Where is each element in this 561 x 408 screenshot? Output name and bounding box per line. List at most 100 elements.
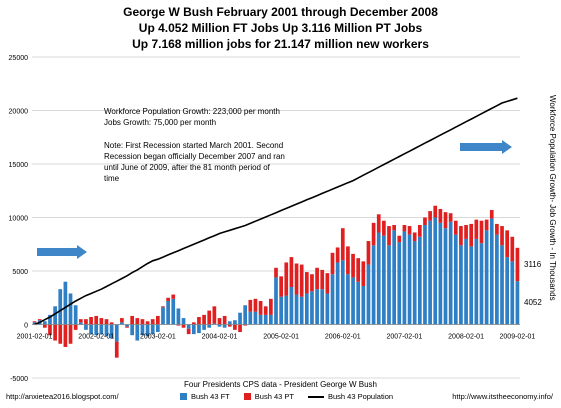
- ft-bar: [515, 281, 520, 325]
- ft-bar: [48, 314, 52, 325]
- pt-bar: [130, 315, 135, 325]
- x-tick-label: 2004-02-01: [202, 334, 238, 341]
- pt-bar: [140, 319, 145, 325]
- ft-bar: [130, 324, 135, 336]
- ft-bar: [186, 324, 191, 329]
- pt-bar: [191, 322, 196, 325]
- recession-note-line-1: Note: First Recession started March 2001…: [104, 141, 284, 150]
- ft-bar: [73, 305, 78, 325]
- x-tick-label: 2001-02-01: [17, 334, 53, 341]
- right-axis-label: Workforce Population Growth- Job Growth …: [548, 95, 557, 301]
- end-value-pt-label: 3116: [524, 260, 542, 269]
- x-tick-label: 2008-02-01: [448, 334, 484, 341]
- pt-bar: [269, 298, 273, 315]
- pt-bar: [346, 246, 350, 275]
- ft-bar: [443, 228, 448, 325]
- ft-bar: [284, 295, 289, 325]
- pt-bar: [433, 205, 438, 218]
- ft-bar: [89, 324, 93, 335]
- recession-note-line-3: until June of 2009, after the 81 month p…: [104, 163, 270, 172]
- ft-bar: [335, 262, 340, 325]
- chart-title-line-1: George W Bush February 2001 through Dece…: [123, 5, 438, 19]
- pt-bar: [125, 326, 129, 328]
- legend-swatch-population: [307, 395, 324, 398]
- ft-bar: [156, 324, 160, 332]
- ft-bar: [340, 260, 345, 325]
- ft-bar: [417, 236, 422, 325]
- x-tick-label: 2003-02-01: [140, 334, 176, 341]
- ft-bar: [325, 293, 330, 325]
- pt-bar: [294, 263, 299, 295]
- pt-bar: [227, 324, 232, 327]
- ft-bar: [94, 324, 99, 336]
- pt-bar: [412, 232, 417, 242]
- pt-bar: [443, 212, 448, 229]
- ft-bar: [125, 324, 129, 327]
- population-line: [34, 97, 518, 326]
- ft-bar: [114, 324, 119, 342]
- pt-bar: [197, 317, 201, 325]
- pt-bar: [84, 319, 88, 325]
- pt-bar: [299, 264, 304, 297]
- ft-bar: [217, 324, 222, 327]
- ft-bar: [366, 264, 371, 325]
- ft-bar: [32, 322, 37, 325]
- pt-bar: [315, 267, 319, 290]
- ft-bar: [428, 220, 432, 325]
- ft-bar: [438, 222, 443, 325]
- ft-bar: [263, 314, 268, 325]
- ft-bar: [253, 311, 258, 325]
- ft-bar: [484, 230, 489, 325]
- ft-bar: [382, 235, 386, 325]
- ft-bar: [166, 300, 170, 325]
- pt-bar: [423, 217, 427, 225]
- ft-bar: [474, 238, 479, 325]
- pt-bar: [166, 297, 170, 301]
- pt-bar: [510, 236, 515, 262]
- ft-bar: [423, 224, 427, 325]
- ft-bar: [140, 324, 145, 336]
- ft-bar: [269, 314, 273, 325]
- pt-bar: [32, 321, 37, 323]
- ft-bar: [238, 312, 242, 325]
- ft-bar: [361, 285, 366, 325]
- legend-item-pt: Bush 43 PT: [243, 392, 294, 401]
- pt-bar: [89, 317, 93, 325]
- pt-bar: [438, 208, 443, 223]
- ft-bar: [109, 324, 114, 339]
- ft-bar: [505, 257, 510, 325]
- legend-item-ft: Bush 43 FT: [180, 392, 230, 401]
- ft-bar: [63, 281, 68, 325]
- pt-bar: [371, 222, 376, 246]
- ft-bar: [58, 289, 63, 325]
- pt-bar: [330, 252, 335, 275]
- blog-url: http://anxietea2016.blogspot.com/: [6, 392, 119, 401]
- x-tick-label: 2005-02-01: [263, 334, 299, 341]
- pt-bar: [479, 220, 484, 244]
- ft-bar: [227, 321, 232, 325]
- ft-bar: [181, 318, 186, 325]
- chart-title-line-2: Up 4.052 Million FT Jobs Up 3.116 Millio…: [138, 21, 423, 35]
- legend: Bush 43 FT Bush 43 PT Bush 43 Population: [180, 392, 393, 401]
- ft-bar: [500, 245, 504, 325]
- pt-bar: [453, 220, 458, 235]
- pt-bar: [176, 324, 181, 326]
- pt-bar: [392, 224, 396, 231]
- pt-bar: [207, 310, 212, 325]
- pt-bar: [78, 319, 83, 323]
- ft-bar: [346, 274, 350, 325]
- pt-bar: [109, 322, 114, 325]
- pt-bar: [171, 294, 176, 299]
- pt-bar: [253, 298, 258, 312]
- pt-bar: [310, 274, 314, 292]
- pt-bar: [484, 219, 489, 231]
- chart-subtitle: Four Presidents CPS data - President Geo…: [184, 380, 377, 389]
- ft-bar: [387, 245, 391, 325]
- ft-bar: [145, 324, 150, 337]
- ft-bar: [212, 323, 217, 325]
- recession-note-line-4: time: [104, 174, 120, 183]
- ft-bar: [42, 321, 47, 325]
- ft-bar: [289, 287, 294, 325]
- pt-bar: [186, 328, 191, 335]
- ft-bar: [495, 234, 499, 325]
